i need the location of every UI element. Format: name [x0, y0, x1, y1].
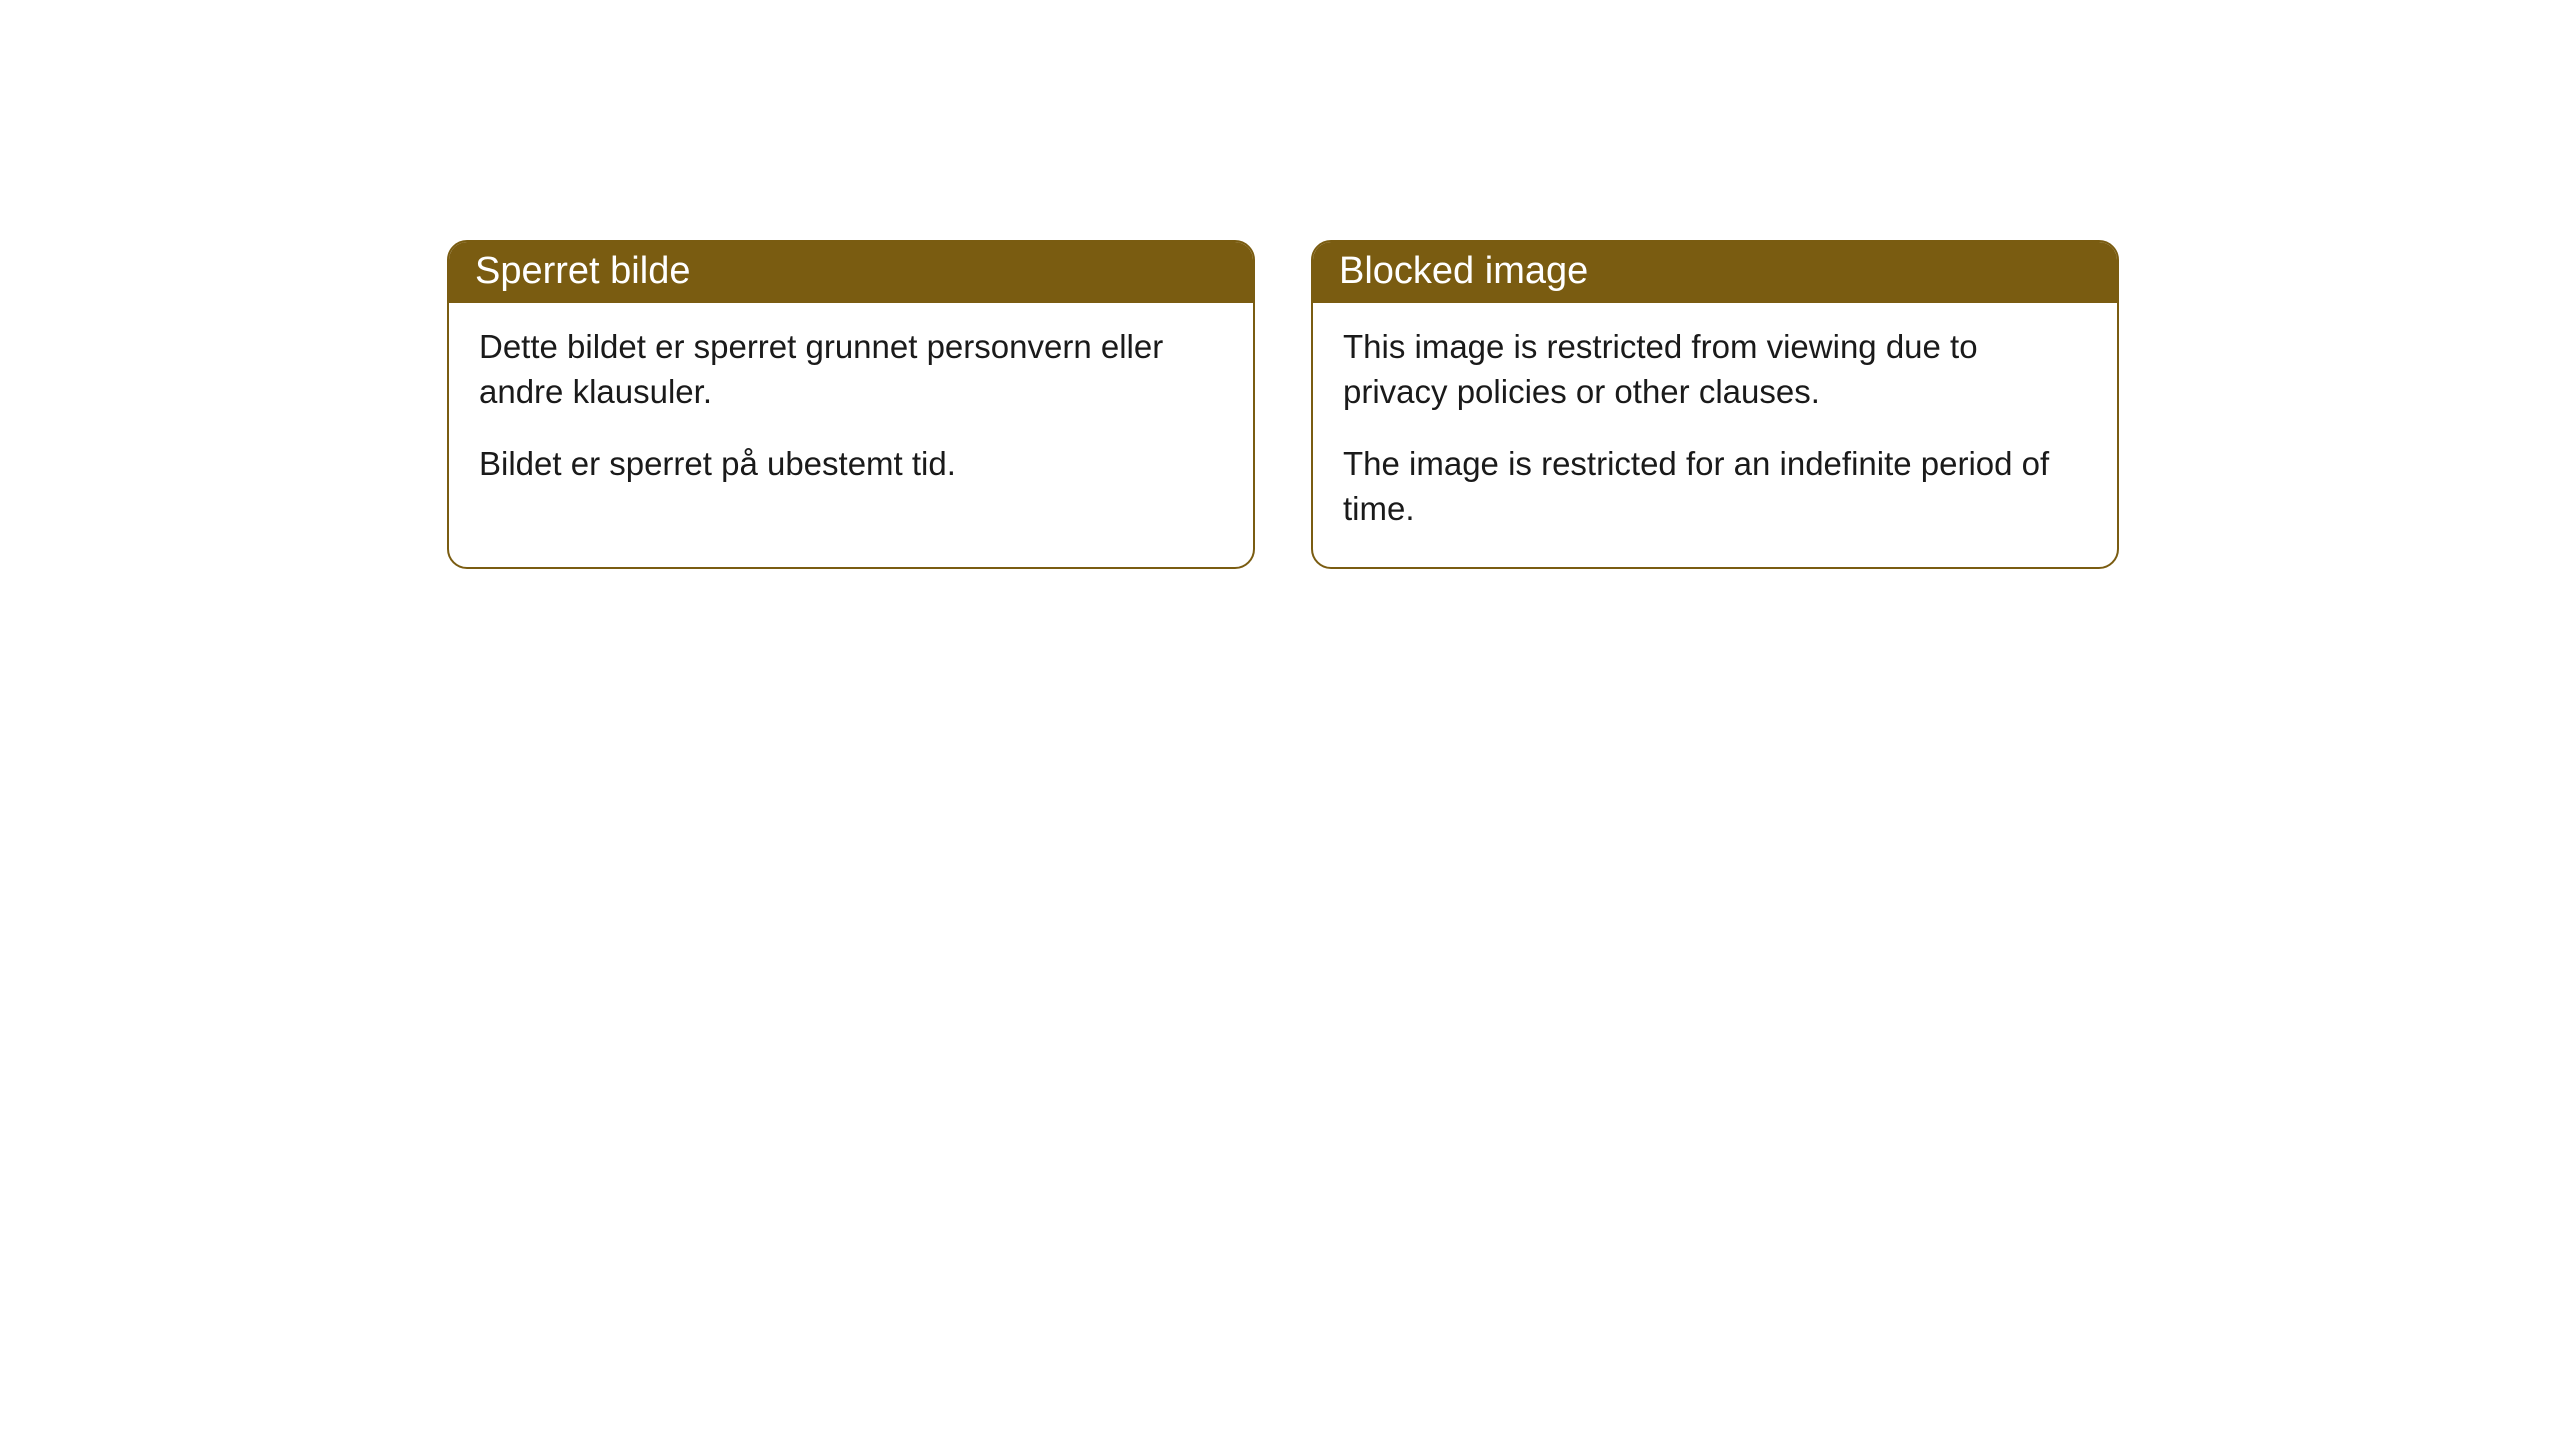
card-title: Sperret bilde: [475, 250, 690, 292]
card-paragraph: This image is restricted from viewing du…: [1343, 325, 2087, 414]
card-body: This image is restricted from viewing du…: [1313, 303, 2117, 567]
card-body: Dette bildet er sperret grunnet personve…: [449, 303, 1253, 523]
notice-card-norwegian: Sperret bilde Dette bildet er sperret gr…: [447, 240, 1255, 569]
card-header: Sperret bilde: [449, 242, 1253, 303]
card-header: Blocked image: [1313, 242, 2117, 303]
notice-cards-container: Sperret bilde Dette bildet er sperret gr…: [447, 240, 2119, 569]
card-paragraph: The image is restricted for an indefinit…: [1343, 442, 2087, 531]
card-title: Blocked image: [1339, 250, 1588, 292]
notice-card-english: Blocked image This image is restricted f…: [1311, 240, 2119, 569]
card-paragraph: Bildet er sperret på ubestemt tid.: [479, 442, 1223, 487]
card-paragraph: Dette bildet er sperret grunnet personve…: [479, 325, 1223, 414]
